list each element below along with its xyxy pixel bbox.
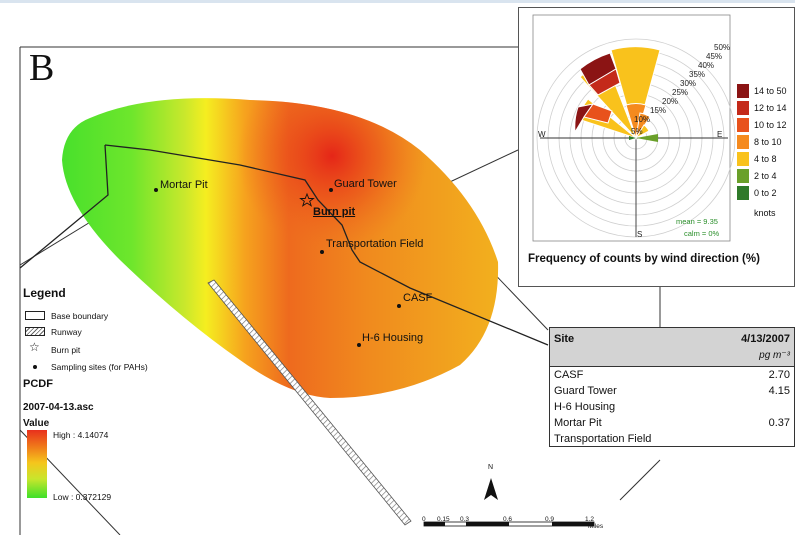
speed-bin-swatch [737,135,749,149]
pcdf-hotspot [62,98,499,398]
site-label-mortar-pit: Mortar Pit [160,179,208,191]
outline-box-icon [25,311,45,320]
table-leader-line [619,459,661,501]
site-label-h6-housing: H-6 Housing [362,332,424,344]
legend-item-runway: Runway [23,326,183,338]
top-rule [0,0,795,3]
speed-bin-swatch [737,169,749,183]
base-boundary-line [19,144,549,346]
rose-pct-label: 15% [650,106,667,115]
table-col-site: Site [554,333,575,345]
table-row: CASF 2.70 [554,369,790,381]
compass-west: W [538,130,546,139]
rose-pct-label: 50% [714,43,731,52]
petal-wsw [629,136,636,140]
scale-tick-label: 0 [422,516,426,523]
rose-pct-label: 35% [689,70,706,79]
speed-bin-label: 8 to 10 [754,137,782,147]
star-icon: ☆ [29,340,40,354]
speed-bin-swatch [737,152,749,166]
petal-north-inner [625,103,647,140]
rose-pct-label: 45% [706,52,723,61]
site-dot-mortar-pit [154,188,158,192]
table-row: Guard Tower 4.15 [554,385,790,397]
site-dot-casf [397,304,401,308]
legend-title: Legend [23,286,66,300]
table-header: Site 4/13/2007 pg m⁻³ [550,328,794,367]
burn-pit-label: Burn pit [313,206,356,218]
table-unit: pg m⁻³ [759,350,790,361]
site-dot-h6-housing [357,343,361,347]
table-col-date: 4/13/2007 [741,333,790,345]
rose-pct-label: 10% [634,115,651,124]
scale-tick-label: 1.2 [585,516,595,523]
legend-item-base-boundary: Base boundary [23,310,183,322]
site-label-transportation-field: Transportation Field [326,238,424,250]
dot-icon [33,365,37,369]
scale-tick-label: 0.3 [460,516,470,523]
mean-speed-label: mean = 9.35 [676,217,718,226]
compass-south: S [637,230,643,239]
table-row: Transportation Field [554,433,652,445]
runway [207,279,412,526]
hatched-box-icon [25,327,45,336]
site-label-guard-tower: Guard Tower [334,178,397,190]
speed-bin-label: 4 to 8 [754,154,777,164]
petal-nw-mid [583,103,613,124]
legend-item-sampling-sites: Sampling sites (for PAHs) [23,361,183,373]
petal-nw-outer [574,103,595,134]
knots-label: knots [754,208,776,218]
burn-pit-star-icon [299,192,315,207]
rose-pct-label: 25% [672,88,689,97]
scale-tick-label: 0.15 [437,516,450,523]
speed-bin-label: 10 to 12 [754,120,787,130]
scale-tick-label: 0.9 [545,516,555,523]
speed-bin-swatch [737,186,749,200]
rose-pct-label: 40% [698,61,715,70]
ramp-low-label: Low : 0.372129 [53,492,112,502]
speed-bin-label: 0 to 2 [754,188,777,198]
north-arrow-icon [484,478,498,500]
rose-pct-label: 20% [662,97,679,106]
speed-bin-swatch [737,84,749,98]
color-ramp [27,430,47,498]
site-dot-transportation-field [320,250,324,254]
speed-bin-swatch [737,101,749,115]
speed-bin-swatch [737,118,749,132]
wind-rose-chart [532,14,736,242]
site-label-casf: CASF [403,292,433,304]
rose-pct-label: 30% [680,79,697,88]
value-title: Value [23,418,50,429]
table-row: H-6 Housing [554,401,616,413]
scale-tick-label: 0.6 [503,516,513,523]
calm-label: calm = 0% [684,229,720,238]
speed-bin-label: 12 to 14 [754,103,787,113]
layer-name: PCDF [23,378,53,390]
petal-nnw-mid [588,68,621,96]
table-row: Mortar Pit 0.37 [554,417,790,429]
scale-unit-label: Miles [588,523,604,530]
ramp-high-label: High : 4.14074 [53,430,109,440]
petal-north [610,46,661,140]
speed-bin-label: 2 to 4 [754,171,777,181]
wind-rose-title: Frequency of counts by wind direction (%… [528,253,760,265]
legend-item-burn-pit: ☆ Burn pit [29,340,81,355]
panel-letter: B [29,47,55,89]
speed-bin-label: 14 to 50 [754,86,787,96]
petal-east [636,134,658,142]
site-dot-guard-tower [329,188,333,192]
north-label: N [488,464,494,471]
compass-east: E [717,130,723,139]
concentration-table: Site 4/13/2007 pg m⁻³ CASF 2.70 Guard To… [549,327,795,447]
scale-bar [423,521,595,527]
rose-pct-label: 5% [631,127,643,136]
raster-file-name: 2007-04-13.asc [23,402,94,413]
petal-nnw-outer [579,52,617,86]
petal-ne-small [634,124,650,140]
